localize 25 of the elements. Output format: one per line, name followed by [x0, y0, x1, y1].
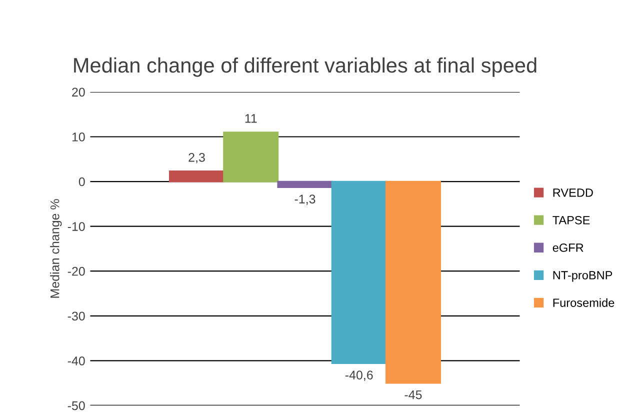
y-tick-label: -10 — [68, 222, 85, 231]
legend-label: RVEDD — [553, 188, 593, 197]
data-label: -45 — [404, 390, 422, 400]
bar — [385, 180, 441, 384]
y-tick-label: -30 — [68, 312, 85, 321]
y-tick-label: 20 — [72, 88, 85, 97]
legend-label: Furosemide — [553, 298, 614, 307]
y-tick-label: -20 — [68, 266, 85, 276]
legend-label: NT-proBNP — [553, 271, 612, 282]
data-label: -40,6 — [345, 370, 373, 381]
legend-label: TAPSE — [552, 216, 590, 224]
data-label: -1,3 — [294, 194, 316, 205]
legend-label: eGFR — [552, 244, 584, 252]
chart-title: Median change of different variables at final speed — [74, 57, 536, 77]
y-tick-label: -40 — [68, 356, 85, 366]
data-label: 2,3 — [188, 152, 205, 164]
y-tick-label: 10 — [72, 132, 85, 142]
bar — [277, 180, 333, 188]
data-label: 11 — [245, 114, 257, 123]
y-tick-label: 0 — [78, 177, 85, 186]
bar — [168, 170, 224, 182]
bar — [223, 132, 279, 182]
bar — [331, 180, 387, 364]
y-axis-title: Median change % — [50, 199, 62, 298]
y-tick-label: -50 — [68, 401, 85, 410]
